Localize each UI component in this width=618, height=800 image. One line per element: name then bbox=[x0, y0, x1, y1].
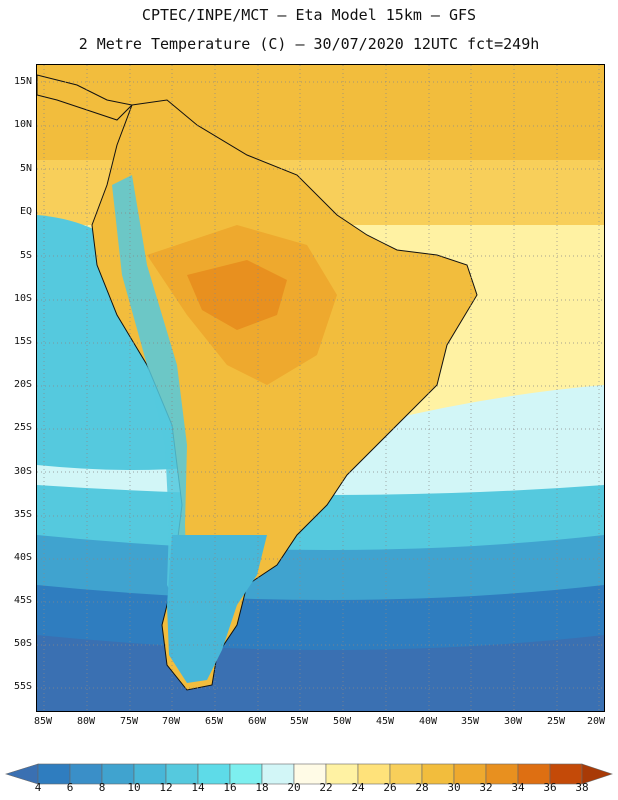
lon-label: 85W bbox=[33, 716, 53, 727]
lat-label: 15N bbox=[13, 76, 32, 87]
colorbar-tick-label: 34 bbox=[511, 781, 525, 794]
lon-label: 80W bbox=[76, 716, 96, 727]
lat-label: 20S bbox=[13, 379, 32, 390]
lat-label: 30S bbox=[13, 466, 32, 477]
lon-label: 65W bbox=[204, 716, 224, 727]
colorbar-tick-label: 26 bbox=[383, 781, 397, 794]
colorbar-tick-label: 6 bbox=[66, 781, 74, 794]
lat-label: 10N bbox=[13, 119, 32, 130]
colorbar-tick-label: 38 bbox=[575, 781, 589, 794]
colorbar-tick-label: 36 bbox=[543, 781, 557, 794]
lat-label: 5N bbox=[19, 163, 32, 174]
graticule bbox=[37, 65, 604, 711]
lat-label: EQ bbox=[19, 206, 32, 217]
colorbar-tick-label: 24 bbox=[351, 781, 365, 794]
lat-label: 40S bbox=[13, 552, 32, 563]
colorbar bbox=[4, 763, 613, 785]
colorbar-tick-label: 30 bbox=[447, 781, 461, 794]
lat-label: 15S bbox=[13, 336, 32, 347]
lon-label: 55W bbox=[289, 716, 309, 727]
lat-label: 55S bbox=[13, 681, 32, 692]
lat-label: 25S bbox=[13, 422, 32, 433]
hot-core-zone bbox=[187, 260, 287, 330]
lon-label: 60W bbox=[247, 716, 267, 727]
lat-label: 45S bbox=[13, 595, 32, 606]
lon-label: 35W bbox=[460, 716, 480, 727]
colorbar-tick-label: 28 bbox=[415, 781, 429, 794]
colorbar-tick-label: 22 bbox=[319, 781, 333, 794]
colorbar-tick-label: 8 bbox=[98, 781, 106, 794]
colorbar-tick-label: 10 bbox=[127, 781, 141, 794]
map-title: CPTEC/INPE/MCT – Eta Model 15km – GFS bbox=[141, 6, 477, 24]
lon-label: 45W bbox=[375, 716, 395, 727]
patagonia-cool-zone bbox=[167, 535, 267, 683]
colorbar-tick-label: 32 bbox=[479, 781, 493, 794]
colorbar-tick-label: 12 bbox=[159, 781, 173, 794]
lon-label: 30W bbox=[503, 716, 523, 727]
lon-label: 25W bbox=[546, 716, 566, 727]
lon-label: 20W bbox=[586, 716, 606, 727]
lon-label: 70W bbox=[161, 716, 181, 727]
lat-label: 50S bbox=[13, 638, 32, 649]
colorbar-tick-label: 18 bbox=[255, 781, 269, 794]
colorbar-tick-label: 20 bbox=[287, 781, 301, 794]
map-subtitle: 2 Metre Temperature (C) – 30/07/2020 12U… bbox=[78, 35, 540, 53]
andes-cool-strip bbox=[112, 175, 187, 605]
temperature-map bbox=[36, 64, 605, 712]
lon-label: 40W bbox=[418, 716, 438, 727]
lat-label: 10S bbox=[13, 293, 32, 304]
colorbar-tick-label: 4 bbox=[34, 781, 42, 794]
lat-label: 5S bbox=[19, 250, 32, 261]
map-canvas bbox=[37, 65, 604, 711]
colorbar-arrow-right bbox=[581, 763, 613, 785]
colorbar-tick-label: 14 bbox=[191, 781, 205, 794]
lat-label: 35S bbox=[13, 509, 32, 520]
colorbar-tick-label: 16 bbox=[223, 781, 237, 794]
lon-label: 50W bbox=[332, 716, 352, 727]
lon-label: 75W bbox=[119, 716, 139, 727]
